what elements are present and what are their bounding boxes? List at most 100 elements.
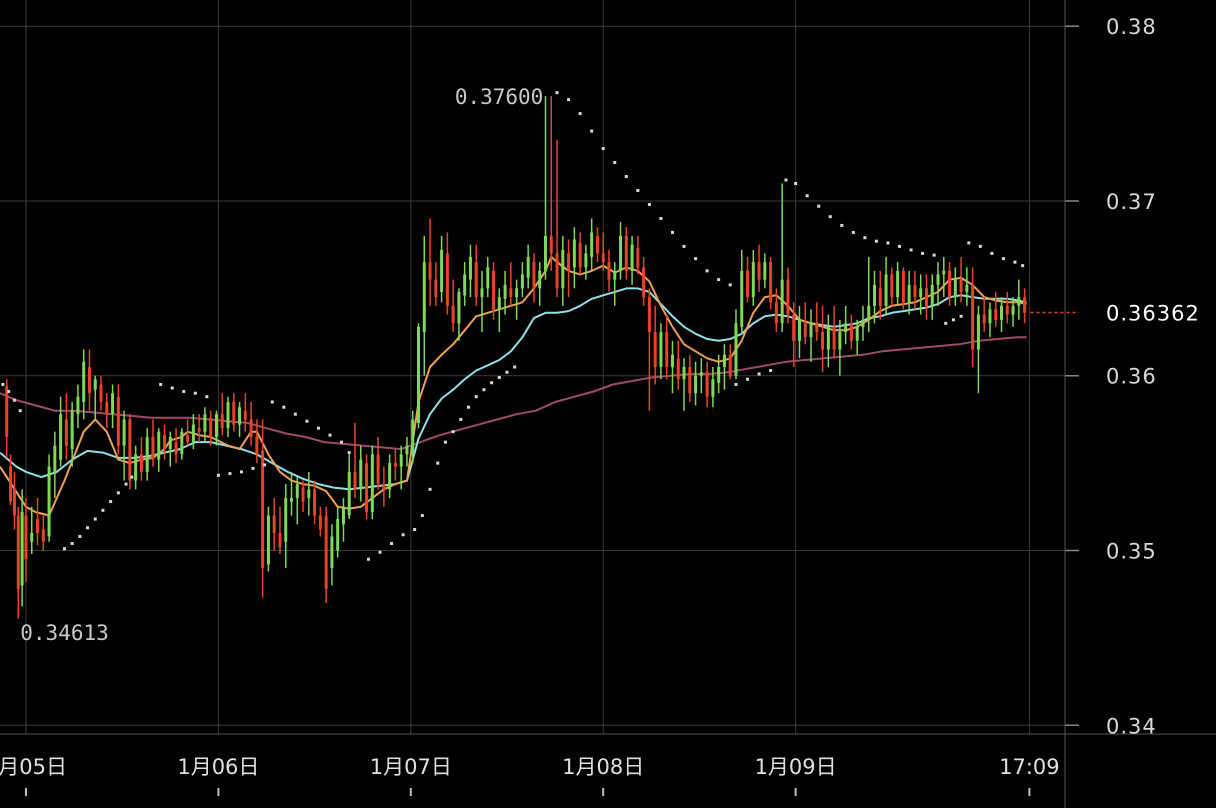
candle (243, 393, 247, 432)
candle (665, 314, 669, 380)
candle (722, 344, 726, 390)
sar-dot (817, 204, 821, 208)
candle (786, 267, 790, 324)
candle (428, 218, 432, 306)
sar-dot (459, 417, 463, 421)
y-tick-label: 0.38 (1106, 15, 1157, 39)
candle (607, 249, 611, 292)
candle (844, 305, 848, 345)
sar-dot (659, 216, 663, 220)
sar-dot (193, 391, 197, 395)
sar-dot (990, 251, 994, 255)
y-tick-label: 0.36 (1106, 365, 1157, 389)
sar-dot (590, 129, 594, 133)
candle (105, 393, 109, 429)
candle (313, 480, 317, 525)
candle (278, 506, 282, 554)
sar-dot (93, 517, 97, 521)
high-annotation: 0.37600 (455, 85, 544, 109)
sar-dot (316, 426, 320, 430)
candle (919, 274, 923, 315)
x-tick-label: 1月07日 (370, 755, 452, 779)
candle (440, 235, 444, 303)
candle (486, 256, 490, 298)
sar-dot (1021, 264, 1025, 268)
sar-dot (413, 528, 417, 532)
sar-dot (932, 253, 936, 257)
candle (41, 515, 45, 551)
candlesticks (5, 96, 1027, 619)
candle (474, 244, 478, 306)
candle (16, 506, 20, 619)
annotations: 0.37600 0.34613 0.36362 (20, 85, 1199, 645)
candle (774, 288, 778, 333)
sar-dot (305, 419, 309, 423)
candle (549, 96, 553, 271)
candle (249, 401, 253, 446)
sar-dot (451, 430, 455, 434)
candle (468, 244, 472, 298)
candle (64, 393, 68, 460)
sar-dot (12, 398, 16, 402)
candle (99, 375, 103, 411)
candle (763, 253, 767, 289)
candle (492, 262, 496, 320)
candle (728, 344, 732, 380)
sar-dot (101, 508, 105, 512)
candle (624, 227, 628, 280)
sar-dot (428, 487, 432, 491)
candle (318, 506, 322, 537)
candle (76, 384, 80, 429)
x-tick-label: 1月06日 (177, 755, 259, 779)
candle (682, 358, 686, 411)
sar-dot (420, 514, 424, 518)
candle (393, 449, 397, 481)
candle (5, 379, 9, 458)
x-tick-label: 17:09 (999, 755, 1060, 779)
candle (151, 419, 155, 467)
candle (168, 431, 172, 467)
candle (515, 279, 519, 320)
sar-dot (670, 230, 674, 234)
sar-dot (840, 223, 844, 227)
sar-dot (513, 365, 517, 369)
y-tick-label: 0.35 (1106, 540, 1157, 564)
candle (497, 288, 501, 333)
candle (555, 139, 559, 298)
candle (849, 314, 853, 350)
sar-dot (746, 377, 750, 381)
candle (330, 524, 334, 586)
candle (855, 319, 859, 355)
sar-dot (978, 244, 982, 248)
candle (838, 319, 842, 376)
candle (122, 410, 126, 481)
x-tick-label: 1月08日 (562, 755, 644, 779)
candle (942, 256, 946, 298)
candle (405, 436, 409, 467)
sar-dot (216, 473, 220, 477)
sar-dot (769, 368, 773, 372)
candle (238, 401, 242, 437)
sar-dot (7, 389, 11, 393)
sar-dot (366, 557, 370, 561)
candle (272, 498, 276, 551)
candle (543, 96, 547, 280)
candle (561, 235, 565, 306)
sar-dot (378, 550, 382, 554)
candle (653, 305, 657, 385)
candle (20, 489, 24, 607)
candle (815, 302, 819, 341)
candle (388, 454, 392, 499)
candle (711, 367, 715, 408)
candle (769, 256, 773, 310)
sar-dot (270, 400, 274, 404)
candle (53, 431, 57, 499)
sar-dot (1013, 260, 1017, 264)
candle (1017, 279, 1021, 320)
x-tick-label: 1月09日 (755, 755, 837, 779)
candle (572, 227, 576, 289)
candle (301, 480, 305, 513)
sar-dot (794, 182, 798, 185)
candle (399, 445, 403, 490)
